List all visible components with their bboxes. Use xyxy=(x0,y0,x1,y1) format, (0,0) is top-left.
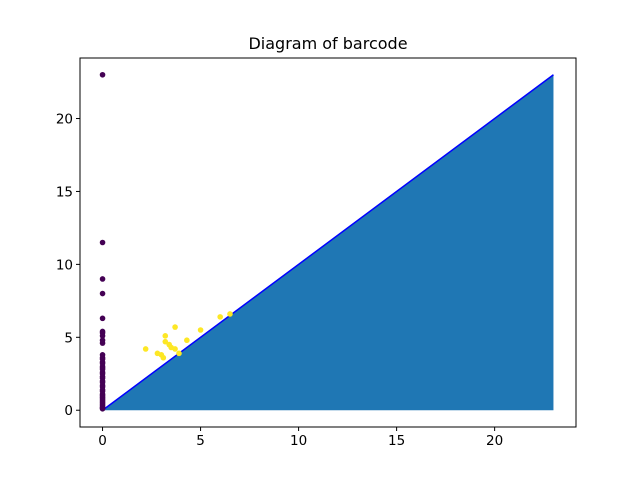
y-tick-label-10: 10 xyxy=(56,257,73,273)
data-point-s1-10 xyxy=(176,350,182,357)
data-point-s0-9 xyxy=(99,340,106,346)
data-point-s1-13 xyxy=(217,314,223,320)
axes: 0 5 10 15 20 0 5 10 15 20 xyxy=(56,112,503,449)
data-point-s1-5 xyxy=(162,333,169,339)
y-tick-label-15: 15 xyxy=(56,184,73,200)
data-point-s1-8 xyxy=(172,324,178,330)
plot-area xyxy=(99,71,554,412)
x-tick-label-15: 15 xyxy=(388,433,405,449)
y-tick-label-0: 0 xyxy=(64,403,73,419)
x-tick-label-5: 5 xyxy=(196,433,205,449)
y-tick-label-20: 20 xyxy=(56,112,73,128)
x-tick-label-20: 20 xyxy=(486,433,503,449)
x-tick-label-10: 10 xyxy=(290,433,307,449)
data-point-s0-39 xyxy=(99,405,106,412)
data-point-s1-12 xyxy=(197,327,204,333)
data-point-s0-1 xyxy=(99,239,106,246)
data-point-s0-0 xyxy=(99,71,106,78)
data-point-s0-7 xyxy=(99,333,106,339)
data-point-s0-3 xyxy=(99,290,106,297)
data-point-s1-0 xyxy=(142,346,149,352)
axes-frame xyxy=(79,57,577,428)
chart-title: Diagram of barcode xyxy=(248,34,407,53)
data-point-s1-11 xyxy=(184,337,190,344)
data-point-s1-4 xyxy=(162,338,169,345)
data-point-s1-14 xyxy=(227,311,233,317)
data-point-s0-2 xyxy=(99,276,106,282)
data-point-s0-4 xyxy=(99,315,106,322)
x-tick-label-0: 0 xyxy=(98,433,107,449)
data-point-s1-3 xyxy=(160,354,167,361)
data-point-s1-9 xyxy=(172,346,178,352)
y-tick-label-5: 5 xyxy=(64,330,73,346)
